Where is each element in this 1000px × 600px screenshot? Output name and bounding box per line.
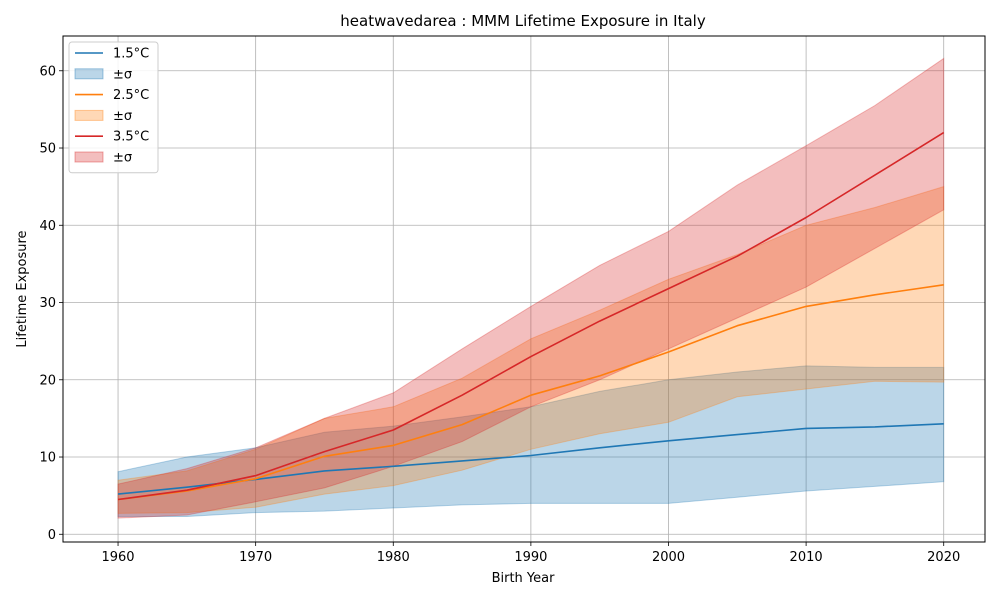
x-tick-label: 2010 bbox=[790, 550, 823, 565]
mean-line-series-3 bbox=[117, 131, 945, 501]
x-tick-label: 1980 bbox=[377, 550, 410, 565]
mean-line-series-2 bbox=[117, 284, 944, 501]
legend-band-swatch bbox=[74, 109, 104, 121]
legend: 1.5°C ±σ 2.5°C ±σ 3.5°C ±σ bbox=[68, 41, 159, 174]
y-tick-label: 0 bbox=[48, 528, 56, 543]
legend-box bbox=[68, 41, 159, 174]
legend-band-label: ±σ bbox=[113, 151, 132, 166]
x-axis-ticks: 1960 1970 1980 1990 2000 2010 2020 bbox=[101, 542, 960, 565]
sigma-band-series-3 bbox=[117, 57, 945, 519]
x-tick-label: 1970 bbox=[239, 550, 272, 565]
y-tick-label: 60 bbox=[39, 64, 56, 79]
legend-band-label: ±σ bbox=[113, 109, 132, 124]
x-tick-label: 2020 bbox=[927, 550, 960, 565]
x-tick-label: 2000 bbox=[652, 550, 685, 565]
x-axis-label: Birth Year bbox=[492, 571, 556, 586]
series-lines bbox=[117, 131, 945, 501]
sigma-band-series-1 bbox=[117, 365, 945, 517]
plot-frame bbox=[62, 35, 986, 543]
y-tick-label: 30 bbox=[39, 296, 56, 311]
chart-title: heatwavedarea : MMM Lifetime Exposure in… bbox=[340, 12, 706, 30]
sigma-band-series-2 bbox=[117, 185, 945, 514]
x-tick-label: 1960 bbox=[101, 550, 134, 565]
legend-series-label: 3.5°C bbox=[113, 130, 149, 145]
legend-series-label: 1.5°C bbox=[113, 47, 149, 62]
legend-band-swatch bbox=[74, 151, 104, 163]
y-axis-ticks: 0 10 20 30 40 50 60 bbox=[39, 64, 63, 543]
y-tick-label: 20 bbox=[39, 373, 56, 388]
sigma-bands bbox=[117, 57, 945, 519]
legend-band-swatch bbox=[74, 68, 104, 80]
y-tick-label: 10 bbox=[39, 451, 56, 466]
y-tick-label: 50 bbox=[39, 142, 56, 157]
x-tick-label: 1990 bbox=[514, 550, 547, 565]
legend-band-label: ±σ bbox=[113, 67, 132, 82]
legend-series-label: 2.5°C bbox=[113, 88, 149, 103]
y-axis-label: Lifetime Exposure bbox=[15, 230, 30, 347]
y-tick-label: 40 bbox=[39, 219, 56, 234]
